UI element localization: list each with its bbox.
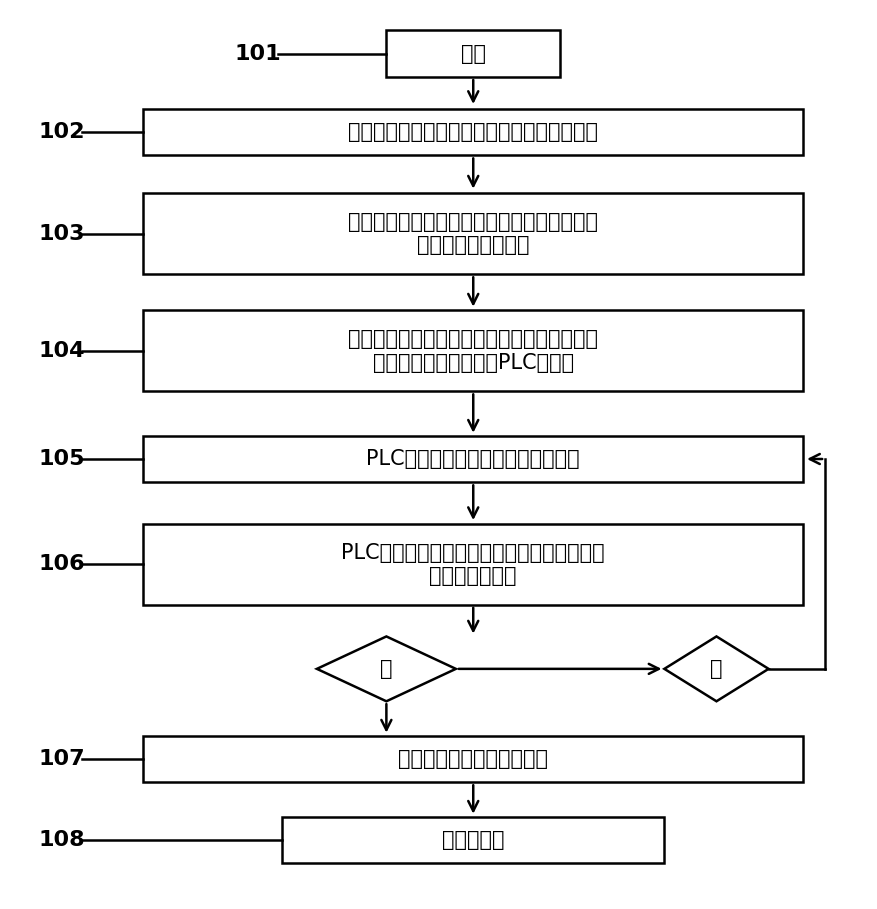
FancyBboxPatch shape xyxy=(143,735,803,783)
Text: 108: 108 xyxy=(39,830,86,850)
Text: 开始: 开始 xyxy=(460,44,486,64)
Text: 向照明灯发出启动照明指令: 向照明灯发出启动照明指令 xyxy=(398,749,548,769)
Text: 否: 否 xyxy=(710,659,723,679)
Text: 102: 102 xyxy=(39,122,85,142)
Text: 106: 106 xyxy=(39,554,86,574)
Text: 自主设定激光雷达扫描装置扫描监测区域范围: 自主设定激光雷达扫描装置扫描监测区域范围 xyxy=(348,122,598,142)
Text: 101: 101 xyxy=(234,44,281,64)
Text: 照明灯照明: 照明灯照明 xyxy=(442,830,504,850)
FancyBboxPatch shape xyxy=(143,194,803,275)
Polygon shape xyxy=(317,636,456,701)
FancyBboxPatch shape xyxy=(387,30,560,77)
Text: PLC控制器接收监测目标的距离信息: PLC控制器接收监测目标的距离信息 xyxy=(367,449,580,469)
Polygon shape xyxy=(665,636,768,701)
Text: 103: 103 xyxy=(39,224,85,244)
FancyBboxPatch shape xyxy=(143,524,803,604)
Text: 是: 是 xyxy=(380,659,393,679)
FancyBboxPatch shape xyxy=(143,109,803,155)
Text: PLC控制器依据监测目标的距离信息判断是否
有移动物体存在: PLC控制器依据监测目标的距离信息判断是否 有移动物体存在 xyxy=(341,543,605,586)
FancyBboxPatch shape xyxy=(282,816,665,864)
Text: 107: 107 xyxy=(39,749,86,769)
FancyBboxPatch shape xyxy=(143,435,803,483)
Text: 104: 104 xyxy=(39,341,85,361)
Text: 主控电路模块接收扫描数据，计算获得监测目
标的距离信息并发送给PLC控制器: 主控电路模块接收扫描数据，计算获得监测目 标的距离信息并发送给PLC控制器 xyxy=(348,329,598,373)
FancyBboxPatch shape xyxy=(143,310,803,392)
Text: 激光雷达扫描装置开始扫描工作，将扫描数据
发送给主控电路模块: 激光雷达扫描装置开始扫描工作，将扫描数据 发送给主控电路模块 xyxy=(348,212,598,255)
Text: 105: 105 xyxy=(39,449,85,469)
